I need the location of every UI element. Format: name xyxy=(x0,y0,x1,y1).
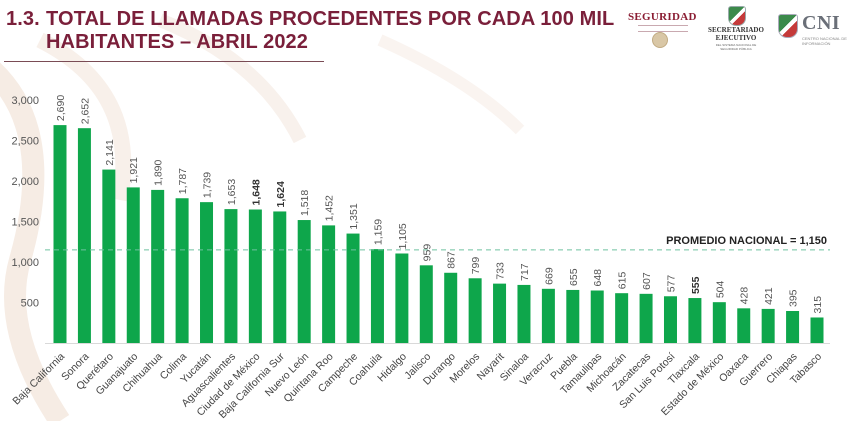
section-number: 1.3. xyxy=(6,8,40,30)
average-reference-label: PROMEDIO NACIONAL = 1,150 xyxy=(666,235,827,247)
secretariado-line-1: SECRETARIADO xyxy=(708,26,764,34)
y-tick-label: 1,500 xyxy=(11,217,39,229)
secretariado-shield-icon xyxy=(728,6,746,26)
value-label: 655 xyxy=(568,268,580,286)
value-label: 395 xyxy=(788,289,800,307)
secretariado-line-2: EJECUTIVO xyxy=(715,34,757,42)
value-label: 733 xyxy=(495,262,507,280)
secretariado-logo-text: SECRETARIADO EJECUTIVO xyxy=(708,26,764,42)
value-label: 1,890 xyxy=(153,159,165,185)
value-label: 648 xyxy=(592,269,604,287)
cni-logo-subtitle: CENTRO NACIONAL DE INFORMACIÓN xyxy=(802,36,847,46)
y-tick-label: 500 xyxy=(21,298,39,310)
value-label: 867 xyxy=(446,251,458,269)
bar xyxy=(663,296,677,343)
bars-group xyxy=(53,125,824,343)
bar xyxy=(346,233,360,343)
cni-logo-text: CNI xyxy=(802,12,841,34)
bar xyxy=(517,284,531,343)
bar xyxy=(786,311,800,343)
value-label: 1,648 xyxy=(250,179,262,205)
x-tick-label: Baja California xyxy=(10,351,67,408)
bar xyxy=(615,293,629,343)
value-label: 2,690 xyxy=(55,95,67,121)
bar xyxy=(541,288,555,343)
title-line-2: HABITANTES – ABRIL 2022 xyxy=(46,31,308,53)
page-title: 1.3. TOTAL DE LLAMADAS PROCEDENTES POR CA… xyxy=(6,8,614,54)
bar xyxy=(151,189,165,343)
bar xyxy=(370,249,384,343)
y-tick-label: 3,000 xyxy=(11,95,39,107)
bar xyxy=(395,253,409,343)
value-label: 2,141 xyxy=(104,139,116,165)
bar xyxy=(737,308,751,343)
bar xyxy=(419,265,433,343)
value-label: 577 xyxy=(665,275,677,293)
title-line-1: TOTAL DE LLAMADAS PROCEDENTES POR CADA 1… xyxy=(46,8,615,30)
bar xyxy=(444,272,458,343)
value-label: 607 xyxy=(641,272,653,290)
value-label: 555 xyxy=(690,276,702,294)
value-label: 1,105 xyxy=(397,223,409,249)
bar xyxy=(590,290,604,343)
bar xyxy=(175,198,189,343)
y-tick-label: 2,500 xyxy=(11,136,39,148)
secretariado-logo-subtitle: DEL SISTEMA NACIONAL DE SEGURIDAD PÚBLIC… xyxy=(715,43,757,51)
title-divider xyxy=(4,61,324,62)
value-label: 1,921 xyxy=(128,157,140,183)
value-label: 421 xyxy=(763,287,775,305)
bar xyxy=(639,293,653,343)
value-label: 1,624 xyxy=(275,181,287,207)
bar xyxy=(322,225,336,343)
value-label: 1,518 xyxy=(299,190,311,216)
value-label: 615 xyxy=(617,272,629,290)
value-label: 428 xyxy=(739,287,751,305)
value-label: 504 xyxy=(714,280,726,298)
value-label: 1,739 xyxy=(202,172,214,198)
y-tick-label: 1,000 xyxy=(11,257,39,269)
value-labels: 2,690 2,652 2,141 1,921 1,890 1,787 1,739 1,653… xyxy=(55,95,824,314)
bar xyxy=(712,302,726,343)
value-label: 1,452 xyxy=(324,195,336,221)
bar xyxy=(761,308,775,343)
value-label: 1,351 xyxy=(348,203,360,229)
bar xyxy=(468,278,482,343)
value-label: 799 xyxy=(470,257,482,275)
value-label: 2,652 xyxy=(79,98,91,124)
bar xyxy=(248,209,262,343)
cni-shield-icon xyxy=(778,14,798,38)
y-axis: 500 1,000 1,500 2,000 2,500 3,000 xyxy=(11,95,39,310)
value-label: 1,159 xyxy=(372,219,384,245)
seguridad-logo-text: SEGURIDAD xyxy=(628,11,697,23)
bar xyxy=(273,211,287,343)
seguridad-logo-subtitle xyxy=(638,25,688,32)
bar xyxy=(200,202,214,343)
value-label: 959 xyxy=(421,244,433,262)
bar xyxy=(297,220,311,343)
bar xyxy=(810,317,824,343)
national-seal-icon xyxy=(652,32,668,48)
value-label: 717 xyxy=(519,263,531,281)
bar xyxy=(566,289,580,343)
bar xyxy=(53,125,67,343)
bar xyxy=(224,209,238,343)
bar xyxy=(493,283,507,343)
bar xyxy=(102,169,116,343)
value-label: 1,787 xyxy=(177,168,189,194)
x-axis-labels: Baja CaliforniaSonoraQuerétaroGuanajuato… xyxy=(10,350,824,421)
bar xyxy=(77,128,91,343)
header-logos: SEGURIDAD SECRETARIADO EJECUTIVO DEL SIS… xyxy=(620,6,847,56)
value-label: 315 xyxy=(812,296,824,314)
bar xyxy=(126,187,140,343)
value-label: 669 xyxy=(543,267,555,285)
value-label: 1,653 xyxy=(226,179,238,205)
y-tick-label: 2,000 xyxy=(11,176,39,188)
bar xyxy=(688,298,702,343)
